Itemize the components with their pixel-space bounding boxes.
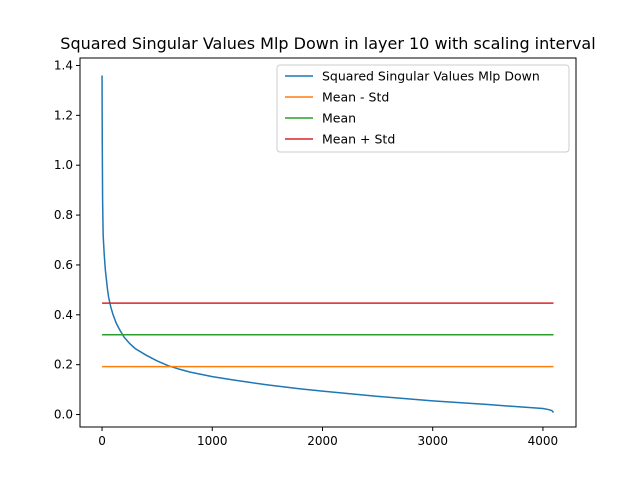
legend-box (276, 64, 570, 153)
y-tick-label: 0.8 (54, 208, 73, 222)
series-line-0 (101, 75, 555, 414)
legend-label-2: Mean (322, 111, 356, 126)
series-layer (101, 75, 555, 414)
y-tick-label: 0.6 (54, 258, 73, 272)
chart-title: Squared Singular Values Mlp Down in laye… (60, 34, 595, 53)
y-tick-label: 1.0 (54, 158, 73, 172)
y-tick-label: 0.2 (54, 358, 73, 372)
y-tick-label: 0.4 (54, 308, 73, 322)
x-tick-label: 1000 (197, 434, 228, 448)
legend: Squared Singular Values Mlp Down Mean - S… (276, 64, 570, 153)
legend-label-3: Mean + Std (322, 132, 395, 147)
y-tick-label: 0.0 (54, 408, 73, 422)
x-tick-label: 3000 (417, 434, 448, 448)
y-tick-label: 1.2 (54, 108, 73, 122)
legend-label-0: Squared Singular Values Mlp Down (322, 69, 540, 84)
x-tick-label: 2000 (307, 434, 338, 448)
y-tick-label: 1.4 (54, 58, 73, 72)
legend-label-1: Mean - Std (322, 90, 389, 105)
ticks-layer: 0 1000 2000 3000 4000 0.0 0.2 0.4 0.6 0.8 1.0 1.2 1.… (54, 58, 558, 448)
x-tick-label: 4000 (528, 434, 559, 448)
x-tick-label: 0 (98, 434, 106, 448)
plot-frame (79, 57, 577, 428)
